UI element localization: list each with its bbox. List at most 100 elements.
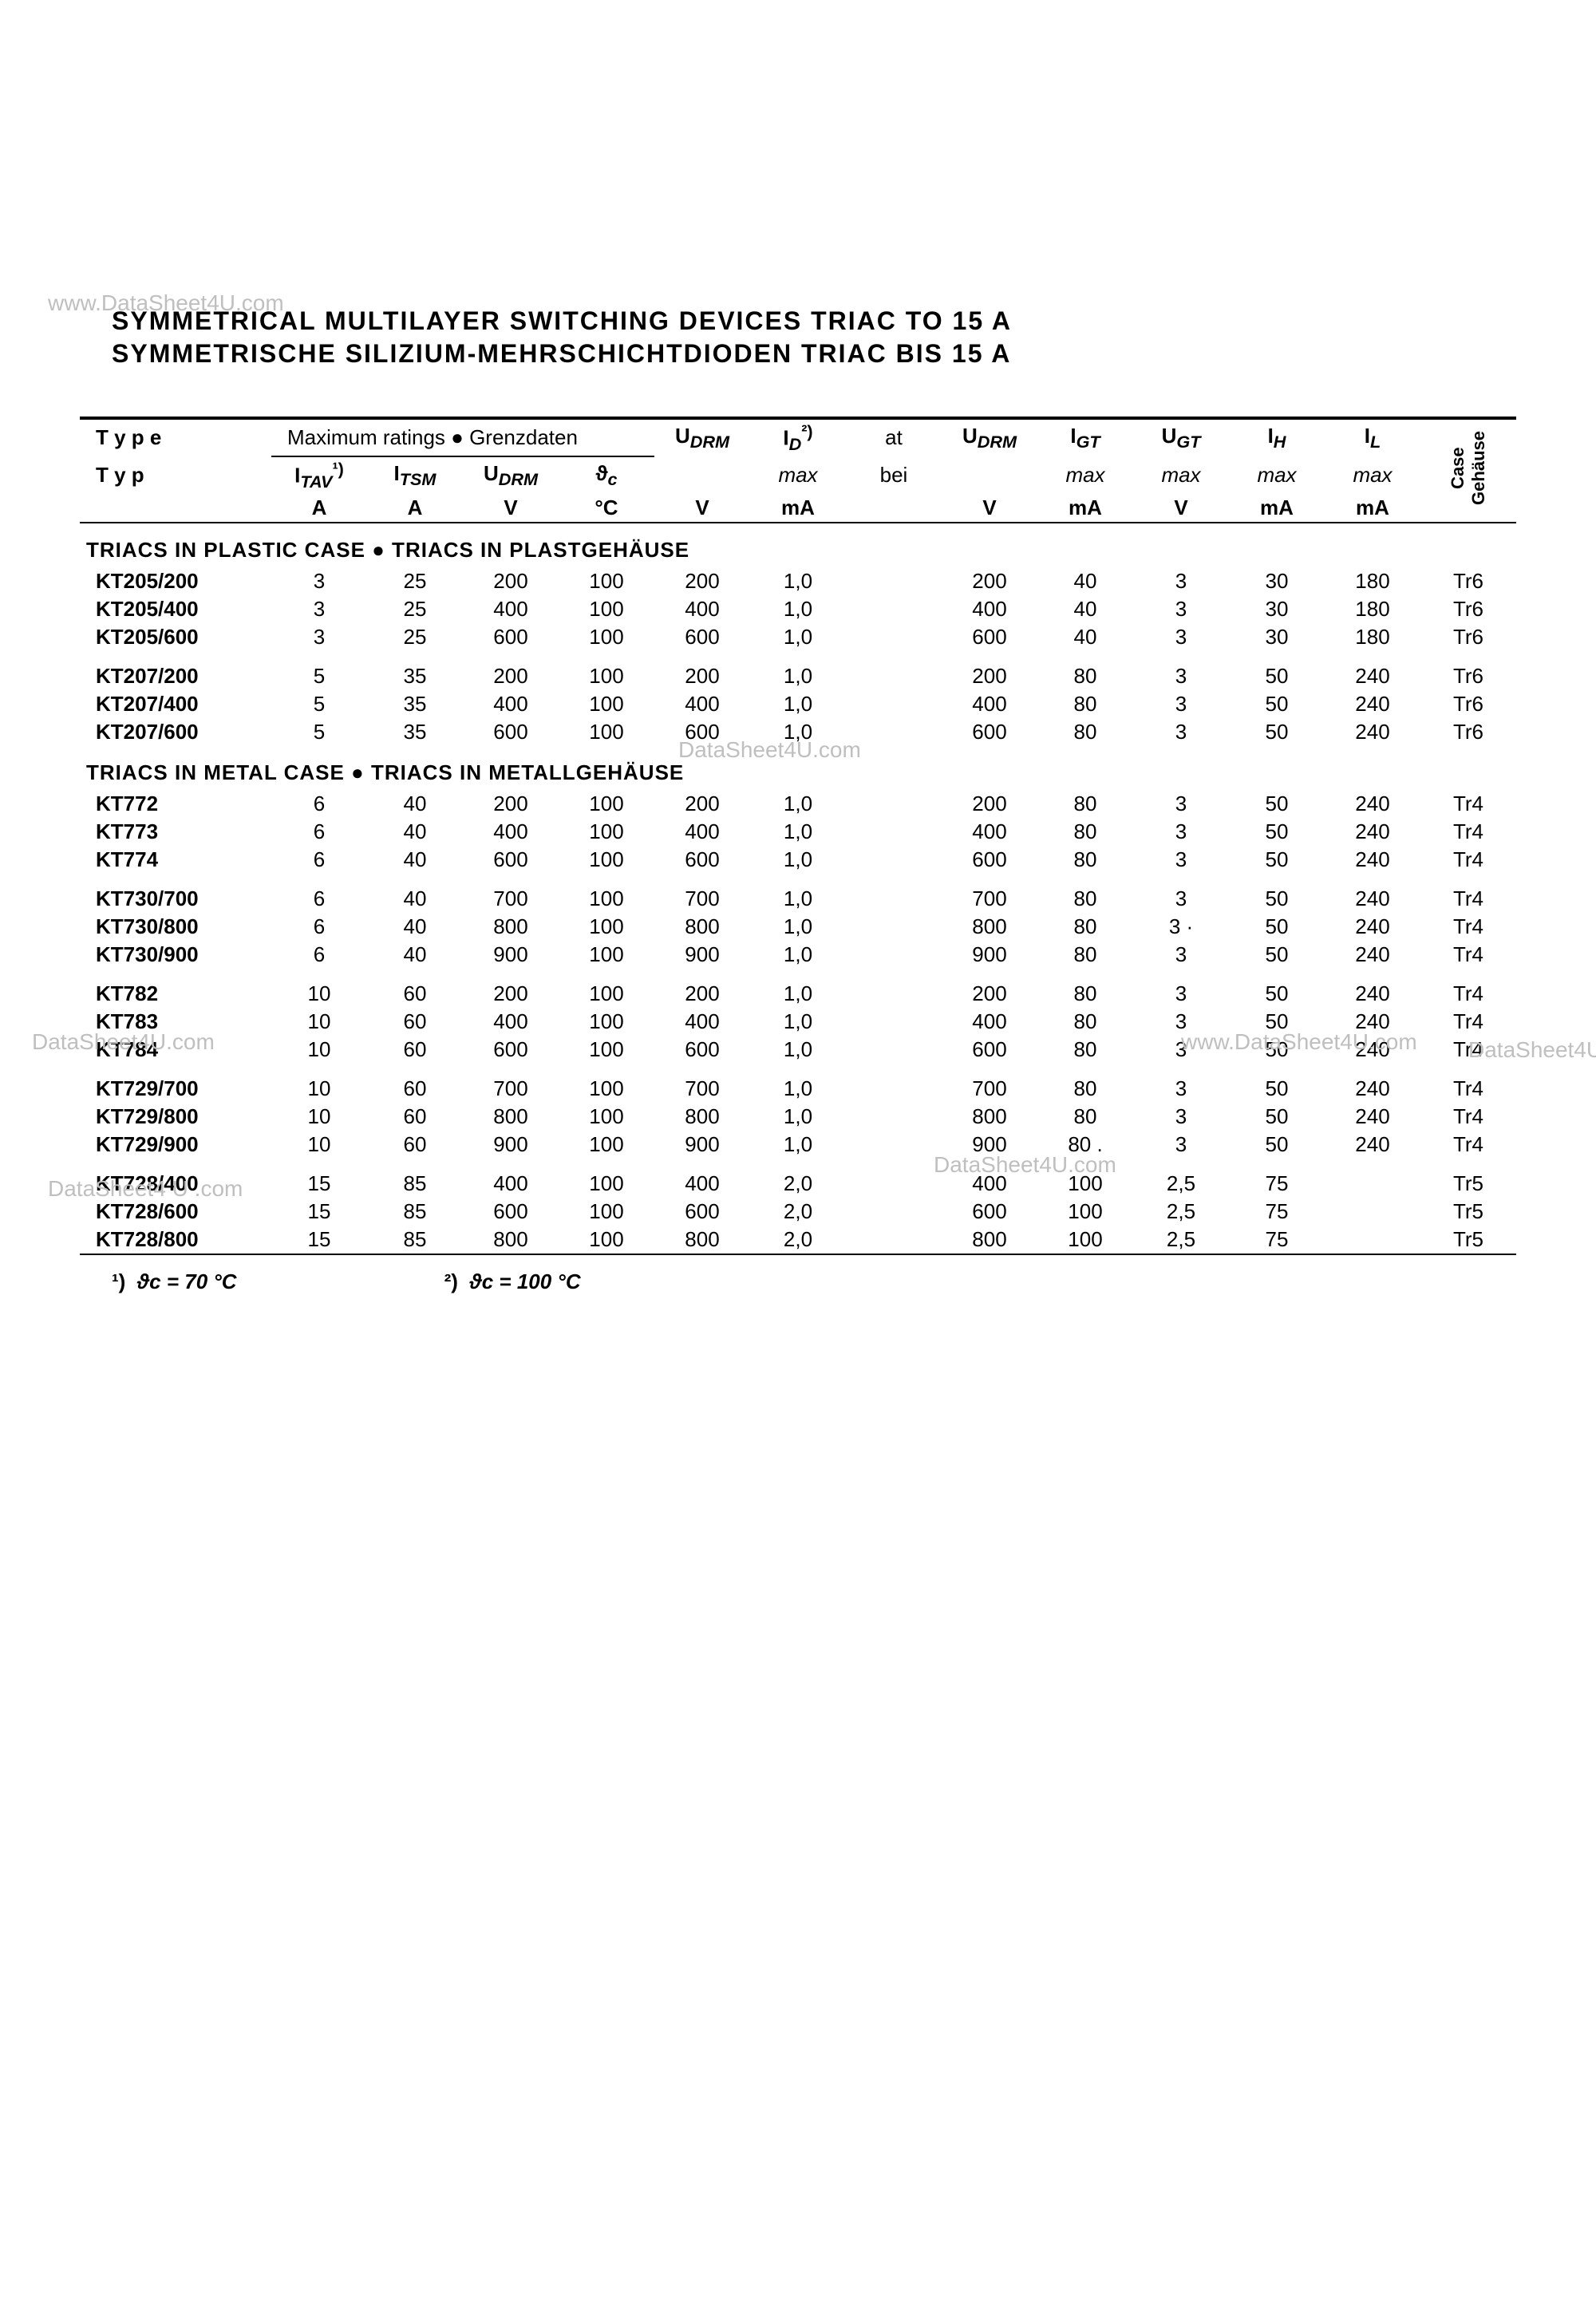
value-cell: 3: [1133, 790, 1229, 818]
value-cell: 3: [1133, 567, 1229, 595]
type-cell: KT782: [80, 969, 271, 1008]
value-cell: 400: [463, 595, 559, 623]
watermark: www.DataSheet4U.com: [1181, 1029, 1417, 1055]
value-cell: 40: [367, 941, 463, 969]
value-cell: 400: [463, 1008, 559, 1036]
value-cell: 60: [367, 1008, 463, 1036]
value-cell: 1,0: [750, 874, 846, 913]
col-itsm: ITSM: [367, 456, 463, 494]
value-cell: 240: [1325, 1131, 1420, 1159]
value-cell: 1,0: [750, 846, 846, 874]
value-cell: 50: [1229, 1103, 1325, 1131]
value-cell: 85: [367, 1159, 463, 1198]
footnotes: ¹) ϑᴄ = 70 °C ²) ϑᴄ = 100 °C: [80, 1269, 1516, 1294]
value-cell: 25: [367, 567, 463, 595]
table-row: KT207/2005352001002001,020080350240Tr6: [80, 651, 1516, 690]
value-cell: 3: [1133, 818, 1229, 846]
value-cell: 35: [367, 718, 463, 746]
table-row: KT207/4005354001004001,040080350240Tr6: [80, 690, 1516, 718]
value-cell: 3: [1133, 651, 1229, 690]
value-cell: 700: [654, 874, 750, 913]
col-udrm: UDRM: [463, 456, 559, 494]
value-cell: 240: [1325, 718, 1420, 746]
value-cell: [846, 1131, 942, 1159]
value-cell: 240: [1325, 846, 1420, 874]
value-cell: 100: [559, 690, 654, 718]
value-cell: 200: [942, 969, 1037, 1008]
value-cell: 100: [559, 567, 654, 595]
value-cell: 80: [1037, 690, 1133, 718]
value-cell: 1,0: [750, 567, 846, 595]
value-cell: 75: [1229, 1159, 1325, 1198]
footnote-1: ¹) ϑᴄ = 70 °C: [112, 1269, 237, 1294]
value-cell: 80: [1037, 1036, 1133, 1064]
value-cell: 2,5: [1133, 1159, 1229, 1198]
value-cell: 60: [367, 1036, 463, 1064]
table-row: KT7736404001004001,040080350240Tr4: [80, 818, 1516, 846]
value-cell: 40: [1037, 595, 1133, 623]
value-cell: 60: [367, 969, 463, 1008]
value-cell: Tr4: [1420, 941, 1516, 969]
value-cell: 40: [367, 874, 463, 913]
value-cell: 50: [1229, 790, 1325, 818]
col-il-max: max: [1325, 456, 1420, 494]
value-cell: 100: [559, 1103, 654, 1131]
table-row: KT728/40015854001004002,04001002,575Tr5: [80, 1159, 1516, 1198]
type-cell: KT774: [80, 846, 271, 874]
value-cell: 3: [1133, 874, 1229, 913]
value-cell: 50: [1229, 690, 1325, 718]
col-thetac: ϑc: [559, 456, 654, 494]
value-cell: 3: [1133, 690, 1229, 718]
col-at: at: [846, 420, 942, 456]
value-cell: 6: [271, 818, 367, 846]
value-cell: 100: [559, 1198, 654, 1226]
watermark: DataSheet4U.com: [678, 737, 861, 763]
value-cell: 15: [271, 1198, 367, 1226]
value-cell: 1,0: [750, 651, 846, 690]
col-id-max: max: [750, 456, 846, 494]
value-cell: Tr4: [1420, 1103, 1516, 1131]
unit-ma3: mA: [1229, 494, 1325, 523]
value-cell: 100: [559, 818, 654, 846]
value-cell: 600: [463, 846, 559, 874]
value-cell: 3: [1133, 1103, 1229, 1131]
value-cell: Tr5: [1420, 1226, 1516, 1254]
col-type-en: T y p e: [80, 420, 271, 456]
unit-v1: V: [463, 494, 559, 523]
value-cell: 40: [1037, 567, 1133, 595]
value-cell: 800: [942, 913, 1037, 941]
table-row: KT205/6003256001006001,060040330180Tr6: [80, 623, 1516, 651]
value-cell: [846, 623, 942, 651]
value-cell: 10: [271, 1131, 367, 1159]
value-cell: 400: [463, 690, 559, 718]
value-cell: 800: [942, 1226, 1037, 1254]
watermark: DataSheet4 U .com: [48, 1176, 243, 1202]
value-cell: Tr4: [1420, 874, 1516, 913]
value-cell: 80: [1037, 790, 1133, 818]
value-cell: 200: [654, 651, 750, 690]
value-cell: 25: [367, 595, 463, 623]
value-cell: 100: [1037, 1198, 1133, 1226]
value-cell: 800: [463, 1226, 559, 1254]
value-cell: [846, 969, 942, 1008]
value-cell: Tr4: [1420, 1008, 1516, 1036]
unit-ma2: mA: [1037, 494, 1133, 523]
value-cell: 35: [367, 651, 463, 690]
col-ih: IH: [1229, 420, 1325, 456]
value-cell: 50: [1229, 651, 1325, 690]
value-cell: 75: [1229, 1226, 1325, 1254]
value-cell: 700: [942, 874, 1037, 913]
type-cell: KT207/600: [80, 718, 271, 746]
value-cell: 200: [463, 567, 559, 595]
col-ugt-max: max: [1133, 456, 1229, 494]
value-cell: 240: [1325, 1103, 1420, 1131]
value-cell: 3: [1133, 595, 1229, 623]
table-row: KT729/70010607001007001,070080350240Tr4: [80, 1064, 1516, 1103]
value-cell: 6: [271, 790, 367, 818]
title-en: SYMMETRICAL MULTILAYER SWITCHING DEVICES…: [112, 306, 1516, 336]
table-row: KT728/80015858001008002,08001002,575Tr5: [80, 1226, 1516, 1254]
value-cell: 100: [559, 969, 654, 1008]
col-igt-max: max: [1037, 456, 1133, 494]
value-cell: 40: [367, 913, 463, 941]
value-cell: 100: [559, 1131, 654, 1159]
